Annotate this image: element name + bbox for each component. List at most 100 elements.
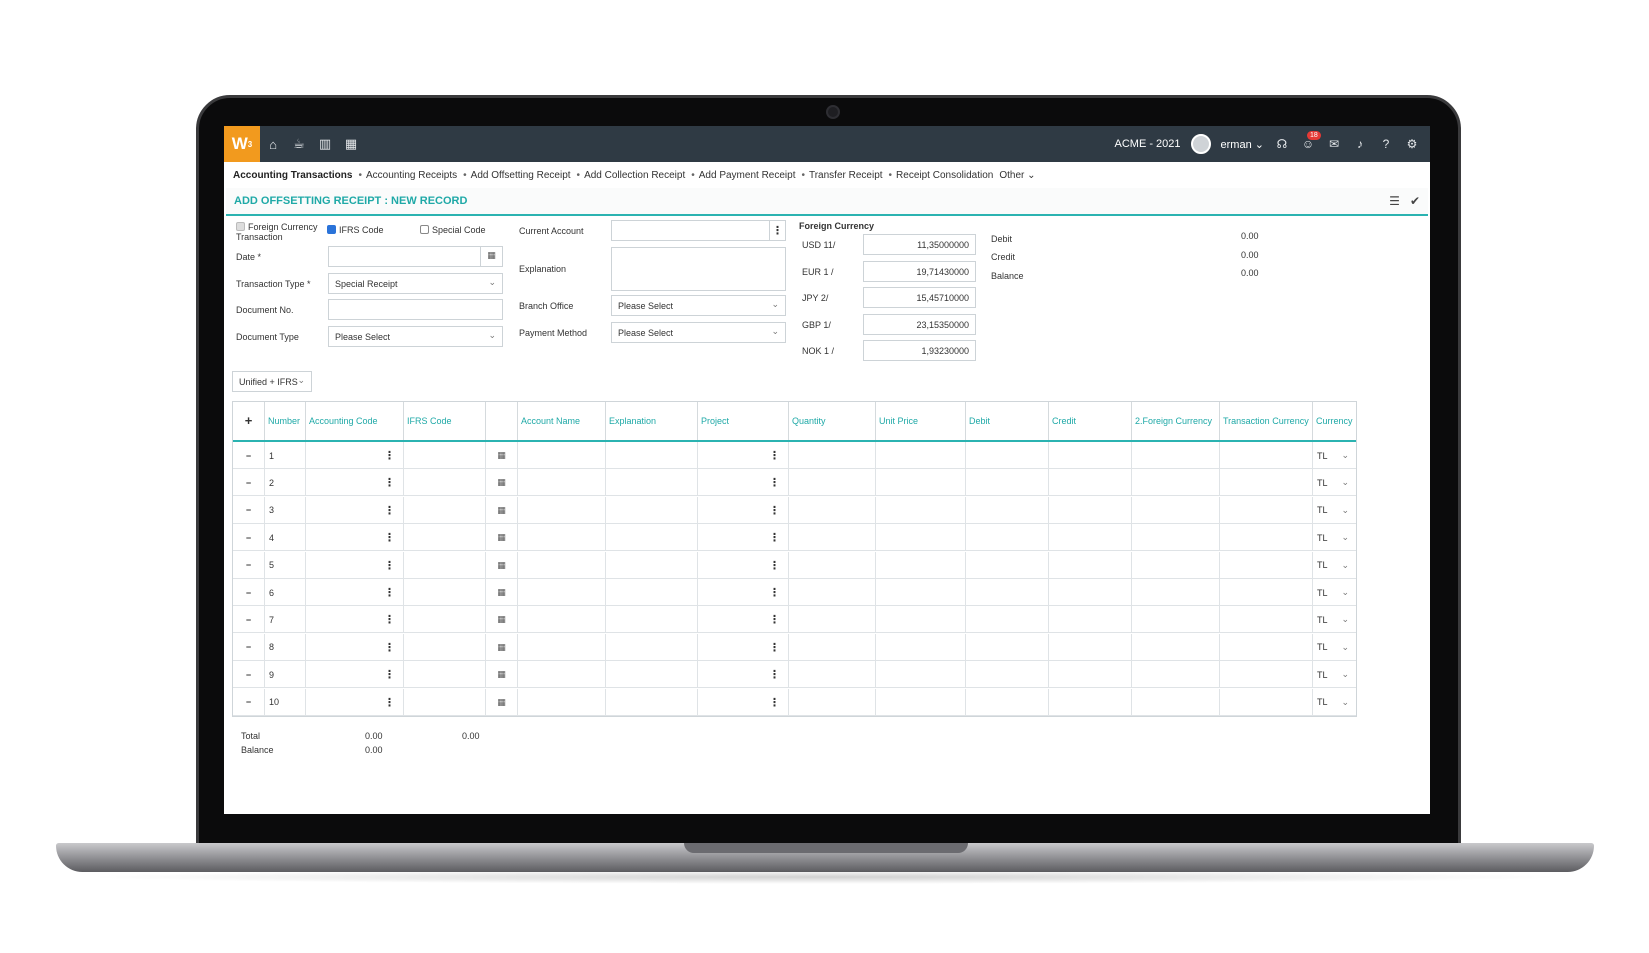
table-cell[interactable]	[404, 579, 486, 606]
date-field[interactable]: ▦	[328, 246, 503, 267]
table-cell[interactable]	[1049, 496, 1132, 524]
nav-add-collection-receipt[interactable]: Add Collection Receipt	[577, 170, 685, 181]
remove-row-button[interactable]: −	[233, 633, 265, 661]
table-cell[interactable]	[789, 469, 876, 497]
more-icon[interactable]: ⋮	[769, 477, 780, 490]
table-cell[interactable]: ⋮	[306, 688, 404, 716]
company-selector[interactable]: ACME - 2021	[1114, 138, 1181, 150]
calendar-icon[interactable]: ▦	[486, 661, 518, 689]
table-cell[interactable]	[1220, 688, 1313, 716]
calendar-icon[interactable]: ▦	[480, 247, 502, 266]
gear-icon[interactable]: ⚙	[1406, 137, 1418, 151]
table-cell[interactable]	[518, 496, 606, 524]
remove-row-button[interactable]: −	[233, 469, 265, 497]
table-cell[interactable]	[1132, 633, 1220, 661]
table-cell[interactable]	[518, 661, 606, 689]
more-icon[interactable]: ⋮	[769, 221, 785, 240]
check-icon[interactable]: ✔	[1409, 194, 1420, 208]
table-cell[interactable]	[606, 661, 698, 689]
remove-row-button[interactable]: −	[233, 551, 265, 579]
more-icon[interactable]: ⋮	[769, 532, 780, 545]
table-cell[interactable]: ⋮	[698, 524, 789, 552]
table-cell[interactable]	[789, 579, 876, 606]
table-cell[interactable]	[966, 442, 1049, 469]
table-cell[interactable]	[1220, 442, 1313, 469]
document-no-field[interactable]	[328, 299, 503, 320]
table-cell[interactable]: ⋮	[306, 633, 404, 661]
table-cell[interactable]	[1220, 496, 1313, 524]
table-cell[interactable]	[404, 661, 486, 689]
table-cell[interactable]	[404, 524, 486, 552]
table-cell[interactable]	[606, 551, 698, 579]
col-debit[interactable]: Debit	[966, 402, 1049, 440]
calendar-icon[interactable]: ▦	[486, 579, 518, 606]
transaction-type-select[interactable]: Special Receipt ⌄	[328, 273, 503, 294]
add-row-button[interactable]: +	[233, 402, 265, 440]
table-cell[interactable]	[966, 469, 1049, 497]
table-cell[interactable]	[404, 551, 486, 579]
currency-select[interactable]: TL ⌄	[1313, 689, 1357, 716]
table-cell[interactable]	[518, 551, 606, 579]
table-cell[interactable]	[404, 688, 486, 716]
table-cell[interactable]	[404, 606, 486, 634]
ifrs-code-checkbox[interactable]: IFRS Code	[327, 225, 384, 235]
table-cell[interactable]	[1049, 633, 1132, 661]
table-cell[interactable]	[1220, 661, 1313, 689]
table-cell[interactable]	[1049, 442, 1132, 469]
table-cell[interactable]	[876, 442, 966, 469]
view-select[interactable]: Unified + IFRS ⌄	[232, 371, 312, 392]
table-cell[interactable]	[1049, 524, 1132, 552]
more-icon[interactable]: ⋮	[769, 696, 780, 709]
nav-transfer-receipt[interactable]: Transfer Receipt	[801, 170, 883, 181]
currency-select[interactable]: TL ⌄	[1313, 524, 1357, 551]
table-cell[interactable]	[1132, 688, 1220, 716]
table-cell[interactable]	[789, 633, 876, 661]
table-cell[interactable]	[404, 442, 486, 469]
table-cell[interactable]: ⋮	[306, 661, 404, 689]
table-cell[interactable]	[606, 442, 698, 469]
more-icon[interactable]: ⋮	[769, 504, 780, 517]
table-cell[interactable]	[518, 633, 606, 661]
table-cell[interactable]	[876, 524, 966, 552]
table-cell[interactable]: ⋮	[306, 551, 404, 579]
table-cell[interactable]	[404, 633, 486, 661]
table-cell[interactable]	[1049, 661, 1132, 689]
table-cell[interactable]	[1132, 579, 1220, 606]
remove-row-button[interactable]: −	[233, 524, 265, 552]
table-cell[interactable]	[876, 579, 966, 606]
table-cell[interactable]	[518, 442, 606, 469]
col-ifrs-code[interactable]: IFRS Code	[404, 402, 486, 440]
table-cell[interactable]	[1049, 606, 1132, 634]
table-cell[interactable]	[606, 633, 698, 661]
table-cell[interactable]	[966, 551, 1049, 579]
table-cell[interactable]	[966, 633, 1049, 661]
table-cell[interactable]	[966, 688, 1049, 716]
col-explanation[interactable]: Explanation	[606, 402, 698, 440]
more-icon[interactable]: ⋮	[769, 559, 780, 572]
table-cell[interactable]	[789, 442, 876, 469]
chart-icon[interactable]: ▥	[318, 136, 332, 151]
currency-select[interactable]: TL ⌄	[1313, 497, 1357, 524]
fc-transaction-checkbox[interactable]: Foreign Currency Transaction	[236, 222, 318, 242]
table-cell[interactable]	[966, 579, 1049, 606]
document-type-select[interactable]: Please Select ⌄	[328, 326, 503, 347]
currency-select[interactable]: TL ⌄	[1313, 579, 1357, 606]
more-icon[interactable]: ⋮	[384, 641, 395, 654]
avatar[interactable]	[1190, 134, 1211, 154]
list-icon[interactable]: ☰	[1389, 194, 1400, 208]
table-cell[interactable]: ⋮	[306, 442, 404, 469]
nav-accounting-receipts[interactable]: Accounting Receipts	[358, 170, 457, 181]
col-accounting-code[interactable]: Accounting Code	[306, 402, 404, 440]
table-cell[interactable]	[518, 688, 606, 716]
calendar-icon[interactable]: ▦	[486, 469, 518, 497]
more-icon[interactable]: ⋮	[769, 614, 780, 627]
more-icon[interactable]: ⋮	[769, 587, 780, 599]
currency-select[interactable]: TL ⌄	[1313, 661, 1357, 688]
table-cell[interactable]: ⋮	[698, 661, 789, 689]
table-cell[interactable]: ⋮	[698, 469, 789, 497]
table-cell[interactable]	[518, 579, 606, 606]
table-cell[interactable]	[789, 524, 876, 552]
table-cell[interactable]	[1220, 524, 1313, 552]
calendar-icon[interactable]: ▦	[486, 633, 518, 661]
